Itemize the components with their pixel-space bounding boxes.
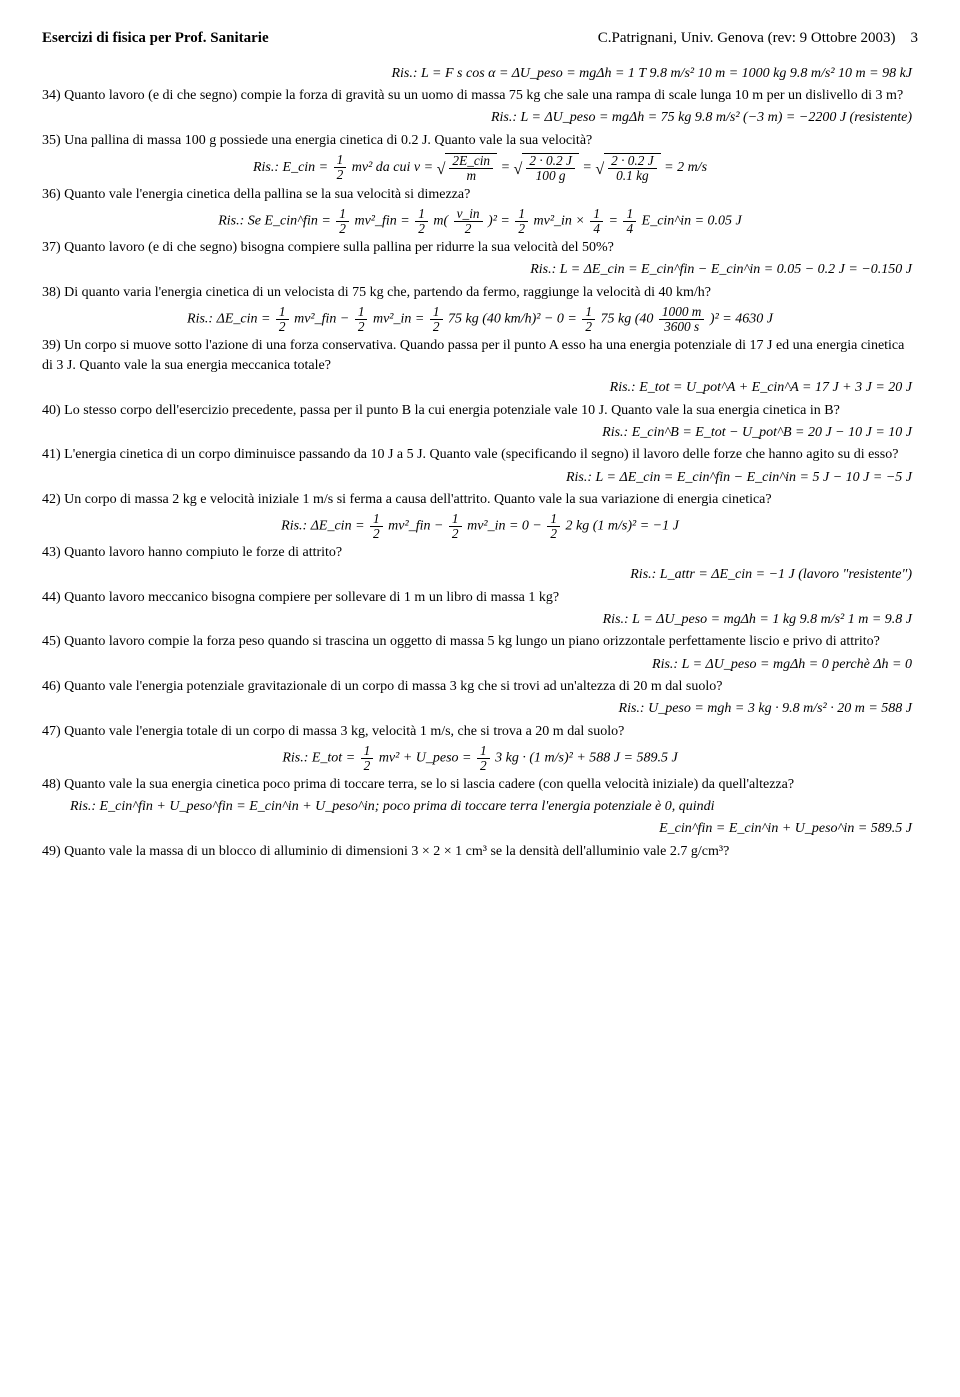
frac-half: 12 [334, 153, 347, 182]
ex49-text: Quanto vale la massa di un blocco di all… [64, 844, 729, 859]
ex47-num: 47) [42, 724, 61, 739]
ex38: 38) Di quanto varia l'energia cinetica d… [42, 283, 918, 303]
ex37-text: Quanto lavoro (e di che segno) bisogna c… [64, 240, 614, 255]
ex34-text: Quanto lavoro (e di che segno) compie la… [64, 88, 903, 103]
ex45-text: Quanto lavoro compie la forza peso quand… [64, 634, 880, 649]
ex39-ris: Ris.: E_tot = U_pot^A + E_cin^A = 17 J +… [42, 378, 918, 398]
ex47: 47) Quanto vale l'energia totale di un c… [42, 722, 918, 742]
header-title: Esercizi di fisica per Prof. Sanitarie [42, 28, 269, 50]
ex46: 46) Quanto vale l'energia potenziale gra… [42, 677, 918, 697]
ex36-ris: Ris.: Se E_cin^fin = 12 mv²_fin = 12 m( … [42, 207, 918, 236]
ex49: 49) Quanto vale la massa di un blocco di… [42, 842, 918, 862]
ex45-num: 45) [42, 634, 61, 649]
ex42: 42) Un corpo di massa 2 kg e velocità in… [42, 490, 918, 510]
ex43-num: 43) [42, 545, 61, 560]
ex43-text: Quanto lavoro hanno compiuto le forze di… [64, 545, 342, 560]
ex41-text: L'energia cinetica di un corpo diminuisc… [64, 447, 898, 462]
ex35-ris: Ris.: E_cin = 12 mv² da cui v = 2E_cinm … [42, 153, 918, 183]
ex38-num: 38) [42, 285, 61, 300]
ex45-ris: Ris.: L = ΔU_peso = mgΔh = 0 perchè Δh =… [42, 655, 918, 675]
ex48-ris1: Ris.: E_cin^fin + U_peso^fin = E_cin^in … [42, 797, 918, 817]
ex43: 43) Quanto lavoro hanno compiuto le forz… [42, 543, 918, 563]
page-header: Esercizi di fisica per Prof. Sanitarie C… [42, 28, 918, 50]
ex44-ris: Ris.: L = ΔU_peso = mgΔh = 1 kg 9.8 m/s²… [42, 610, 918, 630]
ex46-ris: Ris.: U_peso = mgh = 3 kg · 9.8 m/s² · 2… [42, 699, 918, 719]
ex34-ris: Ris.: L = ΔU_peso = mgΔh = 75 kg 9.8 m/s… [42, 108, 918, 128]
ex48: 48) Quanto vale la sua energia cinetica … [42, 775, 918, 795]
ex36-num: 36) [42, 187, 61, 202]
ex44-text: Quanto lavoro meccanico bisogna compiere… [64, 590, 559, 605]
header-meta: C.Patrignani, Univ. Genova (rev: 9 Ottob… [598, 28, 918, 50]
ex42-text: Un corpo di massa 2 kg e velocità inizia… [64, 492, 771, 507]
ex40-ris: Ris.: E_cin^B = E_tot − U_pot^B = 20 J −… [42, 423, 918, 443]
ex44: 44) Quanto lavoro meccanico bisogna comp… [42, 588, 918, 608]
ex41: 41) L'energia cinetica di un corpo dimin… [42, 445, 918, 465]
ex38-ris: Ris.: ΔE_cin = 12 mv²_fin − 12 mv²_in = … [42, 305, 918, 334]
ex40-num: 40) [42, 403, 61, 418]
ex42-num: 42) [42, 492, 61, 507]
ex40: 40) Lo stesso corpo dell'esercizio prece… [42, 401, 918, 421]
ex48-text: Quanto vale la sua energia cinetica poco… [64, 777, 794, 792]
ex37-ris: Ris.: L = ΔE_cin = E_cin^fin − E_cin^in … [42, 260, 918, 280]
ex36-text: Quanto vale l'energia cinetica della pal… [64, 187, 470, 202]
ex46-num: 46) [42, 679, 61, 694]
ex35: 35) Una pallina di massa 100 g possiede … [42, 131, 918, 151]
ex39-text: Un corpo si muove sotto l'azione di una … [42, 338, 904, 373]
ex35-text: Una pallina di massa 100 g possiede una … [64, 133, 592, 148]
ex40-text: Lo stesso corpo dell'esercizio precedent… [64, 403, 840, 418]
ex41-ris: Ris.: L = ΔE_cin = E_cin^fin − E_cin^in … [42, 468, 918, 488]
ex41-num: 41) [42, 447, 61, 462]
ex39: 39) Un corpo si muove sotto l'azione di … [42, 336, 918, 377]
ex38-text: Di quanto varia l'energia cinetica di un… [64, 285, 711, 300]
ex36: 36) Quanto vale l'energia cinetica della… [42, 185, 918, 205]
ex49-num: 49) [42, 844, 61, 859]
ex37-num: 37) [42, 240, 61, 255]
ex45: 45) Quanto lavoro compie la forza peso q… [42, 632, 918, 652]
ex34: 34) Quanto lavoro (e di che segno) compi… [42, 86, 918, 106]
ex47-text: Quanto vale l'energia totale di un corpo… [64, 724, 624, 739]
ex33-ris: Ris.: L = F s cos α = ΔU_peso = mgΔh = 1… [42, 64, 918, 84]
ex39-num: 39) [42, 338, 61, 353]
ex48-num: 48) [42, 777, 61, 792]
ex35-num: 35) [42, 133, 61, 148]
ex47-ris: Ris.: E_tot = 12 mv² + U_peso = 12 3 kg … [42, 744, 918, 773]
ex48-ris2: E_cin^fin = E_cin^in + U_peso^in = 589.5… [42, 819, 918, 839]
ex37: 37) Quanto lavoro (e di che segno) bisog… [42, 238, 918, 258]
ex43-ris: Ris.: L_attr = ΔE_cin = −1 J (lavoro "re… [42, 565, 918, 585]
ex34-num: 34) [42, 88, 61, 103]
ex46-text: Quanto vale l'energia potenziale gravita… [64, 679, 722, 694]
ex44-num: 44) [42, 590, 61, 605]
ex42-ris: Ris.: ΔE_cin = 12 mv²_fin − 12 mv²_in = … [42, 512, 918, 541]
